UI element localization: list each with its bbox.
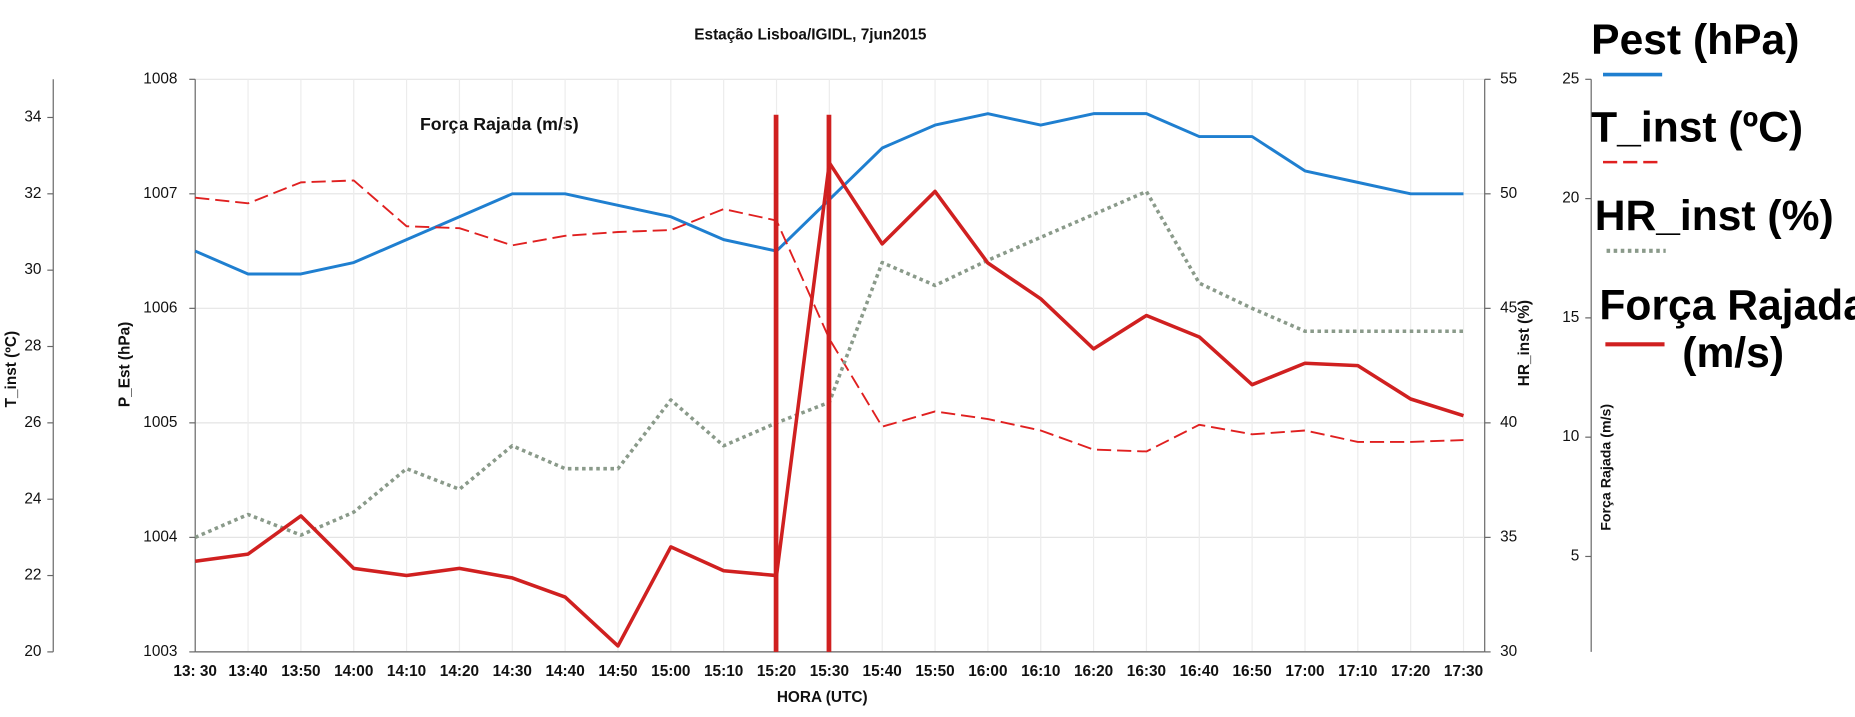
legend-label-box: Força Rajada (m/s) bbox=[1599, 281, 1855, 377]
y4-tick-label: 10 bbox=[1562, 428, 1579, 445]
y-tick-label: 1006 bbox=[143, 299, 177, 316]
x-tick-label: 16:10 bbox=[1021, 663, 1060, 680]
y3-tick-label: 28 bbox=[24, 338, 41, 355]
y-tick-label: 1005 bbox=[143, 414, 177, 431]
x-tick-label: 14:20 bbox=[440, 663, 479, 680]
legend-label: T_inst (ºC) bbox=[1591, 103, 1803, 151]
x-tick-label: 16:40 bbox=[1180, 663, 1219, 680]
y2-axis-title: HR_inst (%) bbox=[1516, 300, 1533, 386]
x-tick-label: 13: 30 bbox=[173, 663, 217, 680]
y2-tick-label: 30 bbox=[1500, 643, 1517, 660]
y2-tick-label: 45 bbox=[1500, 299, 1517, 316]
y3-tick-label: 32 bbox=[24, 185, 41, 202]
y3-axis-title: T_inst (ºC) bbox=[3, 331, 20, 407]
x-tick-label: 14:40 bbox=[545, 663, 584, 680]
y-tick-label: 1003 bbox=[143, 643, 177, 660]
y2-tick-label: 35 bbox=[1500, 528, 1517, 545]
x-tick-label: 16:50 bbox=[1232, 663, 1271, 680]
x-tick-label: 17:10 bbox=[1338, 663, 1377, 680]
x-tick-label: 14:10 bbox=[387, 663, 426, 680]
legend: Pest (hPa) T_inst (ºC) HR_inst (%) Força Ra… bbox=[1591, 16, 1855, 377]
y4-tick-label: 5 bbox=[1571, 548, 1580, 565]
x-tick-label: 14:00 bbox=[334, 663, 373, 680]
chart-title: Estação Lisboa/IGIDL, 7jun2015 bbox=[694, 27, 927, 44]
x-tick-label: 13:50 bbox=[281, 663, 320, 680]
y3-tick-label: 30 bbox=[24, 261, 41, 278]
y3-tick-label: 20 bbox=[24, 643, 41, 660]
y4-tick-label: 15 bbox=[1562, 309, 1579, 326]
x-tick-label: 17:30 bbox=[1444, 663, 1483, 680]
x-tick-label: 14:30 bbox=[493, 663, 532, 680]
x-tick-label: 15:10 bbox=[704, 663, 743, 680]
legend-label: Força Rajada (m/s) bbox=[1599, 281, 1855, 377]
x-tick-label: 16:00 bbox=[968, 663, 1007, 680]
legend-label: Pest (hPa) bbox=[1591, 16, 1799, 64]
grid bbox=[194, 78, 1485, 653]
x-tick-label: 16:20 bbox=[1074, 663, 1113, 680]
y4-tick-label: 20 bbox=[1562, 190, 1579, 207]
x-axis-title: HORA (UTC) bbox=[777, 689, 868, 706]
series-line bbox=[195, 179, 1464, 453]
y-axis-title: P_Est (hPa) bbox=[116, 322, 133, 407]
y3-tick-label: 34 bbox=[24, 109, 42, 126]
y-tick-label: 1004 bbox=[143, 528, 178, 545]
x-tick-label: 15:50 bbox=[915, 663, 954, 680]
legend-label: HR_inst (%) bbox=[1595, 192, 1834, 240]
x-tick-label: 15:00 bbox=[651, 663, 690, 680]
y2-tick-label: 40 bbox=[1500, 414, 1517, 431]
x-tick-label: 15:40 bbox=[863, 663, 902, 680]
x-tick-label: 16:30 bbox=[1127, 663, 1166, 680]
x-tick-label: 13:40 bbox=[228, 663, 267, 680]
y-tick-label: 1007 bbox=[143, 185, 177, 202]
x-tick-label: 17:00 bbox=[1285, 663, 1324, 680]
x-tick-label: 15:30 bbox=[810, 663, 849, 680]
y2-tick-label: 55 bbox=[1500, 70, 1517, 87]
y4-axis-title: Força Rajada (m/s) bbox=[1598, 404, 1614, 531]
y3-tick-label: 24 bbox=[24, 490, 42, 507]
y4-tick-label: 25 bbox=[1562, 70, 1579, 87]
y2-tick-label: 50 bbox=[1500, 185, 1517, 202]
y-tick-label: 1008 bbox=[143, 70, 177, 87]
annotation: Força Rajada (m/s) bbox=[420, 114, 579, 134]
x-tick-label: 14:50 bbox=[598, 663, 637, 680]
y3-tick-label: 22 bbox=[24, 567, 41, 584]
y3-tick-label: 26 bbox=[24, 414, 41, 431]
x-tick-label: 17:20 bbox=[1391, 663, 1430, 680]
x-tick-label: 15:20 bbox=[757, 663, 796, 680]
